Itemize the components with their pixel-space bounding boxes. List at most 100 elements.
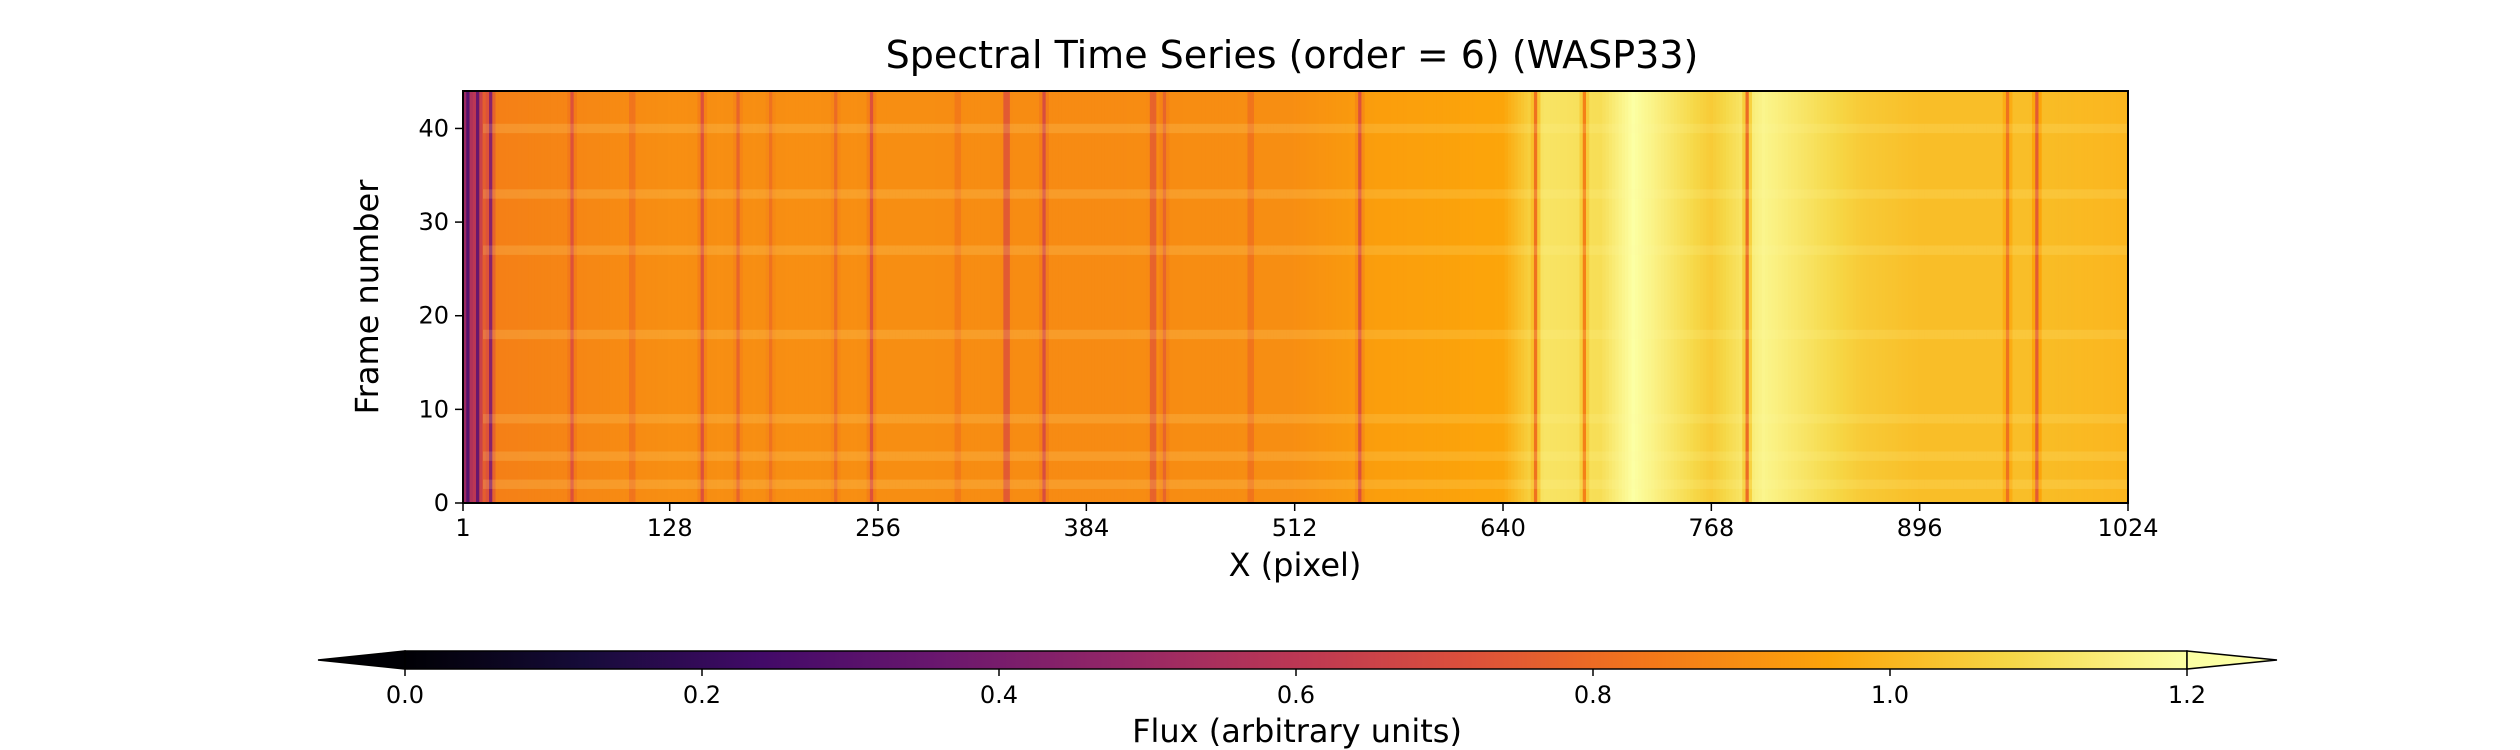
- heatmap-column: [1052, 91, 1057, 503]
- heatmap-column: [537, 91, 542, 503]
- heatmap-column: [921, 91, 926, 503]
- heatmap-column: [615, 91, 620, 503]
- heatmap-column: [1768, 91, 1773, 503]
- heatmap-column: [1878, 91, 1883, 503]
- heatmap-column: [1556, 91, 1561, 503]
- heatmap-column: [472, 91, 477, 503]
- heatmap-column: [1514, 91, 1519, 503]
- heatmap-column: [1143, 91, 1148, 503]
- heatmap-column: [1924, 91, 1929, 503]
- heatmap-column: [954, 91, 959, 503]
- heatmap-column: [1367, 91, 1372, 503]
- colorbar-tick-label: 0.2: [683, 681, 721, 709]
- heatmap-column: [511, 91, 516, 503]
- heatmap-column: [928, 91, 933, 503]
- heatmap-column: [541, 91, 545, 503]
- heatmap-column: [1491, 91, 1496, 503]
- heatmap-column: [1651, 91, 1655, 503]
- heatmap-column: [869, 91, 874, 503]
- heatmap-column: [1664, 91, 1668, 503]
- heatmap-column: [1755, 91, 1760, 503]
- heatmap-column: [1921, 91, 1926, 503]
- heatmap-column: [1586, 91, 1590, 503]
- heatmap-column: [1035, 91, 1040, 503]
- heatmap-column: [2054, 91, 2059, 503]
- heatmap-column: [905, 91, 910, 503]
- heatmap-column: [1742, 91, 1747, 503]
- heatmap-column: [619, 91, 624, 503]
- heatmap-column: [1048, 91, 1053, 503]
- heatmap-column: [625, 91, 630, 503]
- heatmap-column: [1429, 91, 1434, 503]
- heatmap-column: [1527, 91, 1532, 503]
- heatmap-column: [648, 91, 653, 503]
- heatmap-column: [957, 91, 962, 503]
- heatmap-column: [1351, 91, 1356, 503]
- heatmap-column: [1201, 91, 1206, 503]
- heatmap-column: [1608, 91, 1613, 503]
- heatmap-column: [1084, 91, 1089, 503]
- heatmap-column: [918, 91, 923, 503]
- heatmap-column: [2106, 91, 2111, 503]
- heatmap-column: [2097, 91, 2101, 503]
- heatmap-column: [1400, 91, 1405, 503]
- heatmap-column: [1533, 91, 1538, 503]
- heatmap-column: [967, 91, 972, 503]
- heatmap-column: [1387, 91, 1392, 503]
- heatmap-column: [1019, 91, 1024, 503]
- heatmap-column: [1133, 91, 1138, 503]
- heatmap-column: [2002, 91, 2007, 503]
- heatmap-column: [1859, 91, 1864, 503]
- heatmap-column: [1039, 91, 1044, 503]
- heatmap-column: [1927, 91, 1932, 503]
- heatmap-column: [710, 91, 715, 503]
- heatmap-column: [1634, 91, 1639, 503]
- heatmap-column: [482, 91, 487, 503]
- heatmap-column: [908, 91, 913, 503]
- heatmap-column: [2012, 91, 2017, 503]
- heatmap-column: [1810, 91, 1815, 503]
- heatmap-column: [1361, 91, 1366, 503]
- heatmap-column: [2093, 91, 2098, 503]
- heatmap-column: [1061, 91, 1066, 503]
- heatmap-column: [772, 91, 777, 503]
- heatmap-column: [1221, 91, 1226, 503]
- bright-frame-row: [483, 479, 2128, 489]
- heatmap-column: [713, 91, 718, 503]
- bright-frame-row: [483, 189, 2128, 199]
- heatmap-column: [1091, 91, 1096, 503]
- heatmap-column: [996, 91, 1001, 503]
- heatmap-plot-area: [463, 91, 2129, 503]
- heatmap-column: [1703, 91, 1708, 503]
- heatmap-column: [1328, 91, 1333, 503]
- heatmap-column: [1188, 91, 1193, 503]
- heatmap-column: [1107, 91, 1112, 503]
- heatmap-column: [554, 91, 558, 503]
- heatmap-column: [840, 91, 845, 503]
- heatmap-column: [1481, 91, 1486, 503]
- heatmap-column: [1520, 91, 1525, 503]
- heatmap-column: [1117, 91, 1122, 503]
- heatmap-column: [469, 91, 474, 503]
- heatmap-column: [1846, 91, 1851, 503]
- heatmap-column: [1882, 91, 1887, 503]
- heatmap-column: [1602, 91, 1607, 503]
- heatmap-column: [1299, 91, 1304, 503]
- heatmap-column: [1537, 91, 1542, 503]
- heatmap-column: [782, 91, 786, 503]
- heatmap-column: [1739, 91, 1743, 503]
- heatmap-column: [1771, 91, 1776, 503]
- heatmap-column: [1966, 91, 1971, 503]
- heatmap-column: [2103, 91, 2108, 503]
- heatmap-column: [1618, 91, 1623, 503]
- heatmap-column: [987, 91, 991, 503]
- heatmap-column: [589, 91, 594, 503]
- heatmap-column: [1410, 91, 1415, 503]
- heatmap-column: [1257, 91, 1262, 503]
- heatmap-column: [2051, 91, 2056, 503]
- heatmap-column: [1524, 91, 1529, 503]
- heatmap-column: [489, 91, 493, 503]
- heatmap-column: [990, 91, 995, 503]
- heatmap-column: [1127, 91, 1131, 503]
- heatmap-column: [1123, 91, 1128, 503]
